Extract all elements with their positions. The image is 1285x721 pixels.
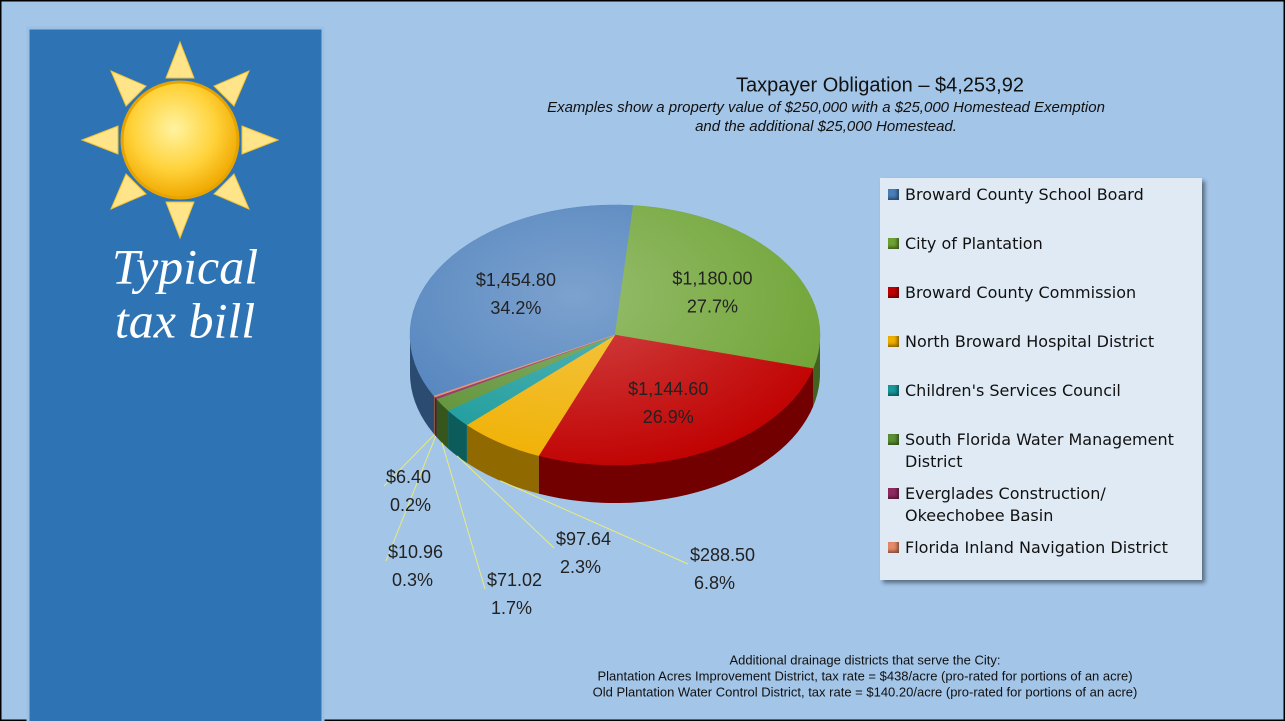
legend: Broward County School Board City of Plant… [880,178,1202,580]
chart-subtitle: Examples show a property value of $250,0… [547,99,1105,116]
legend-label: Broward County School Board [905,184,1144,206]
data-label: $6.40 [386,467,431,487]
slice-shade [434,396,435,435]
slide: Typical tax bill Taxpayer Obligation – $… [0,0,1285,721]
data-label: $1,180.00 [672,269,752,289]
data-label: $10.96 [388,542,443,562]
legend-swatch [888,336,899,347]
legend-label: South Florida Water Management District [905,429,1196,473]
legend-swatch [888,385,899,396]
data-label: $1,144.60 [628,379,708,399]
legend-entry: Broward County Commission [888,282,1196,331]
footnote: Plantation Acres Improvement District, t… [597,668,1132,683]
data-label: 26.9% [643,407,694,427]
data-label: $97.64 [556,529,611,549]
legend-swatch [888,488,899,499]
sidebar-title: tax bill [115,292,255,348]
data-label: $1,454.80 [476,270,556,290]
legend-entry: Everglades Construction/ Okeechobee Basi… [888,483,1196,537]
data-label: $71.02 [487,570,542,590]
legend-label: Broward County Commission [905,282,1136,304]
legend-entry: North Broward Hospital District [888,331,1196,380]
legend-swatch [888,434,899,445]
data-label: 2.3% [560,557,601,577]
legend-swatch [888,238,899,249]
chart-subtitle: and the additional $25,000 Homestead. [695,118,957,135]
sidebar-title: Typical [112,238,258,294]
legend-entry: Children's Services Council [888,380,1196,429]
legend-entry: South Florida Water Management District [888,429,1196,483]
legend-label: Florida Inland Navigation District [905,537,1168,559]
footnote: Old Plantation Water Control District, t… [593,684,1138,699]
footnote: Additional drainage districts that serve… [730,652,1001,667]
data-label: 34.2% [490,298,541,318]
legend-swatch [888,542,899,553]
data-label: $288.50 [690,545,755,565]
data-label: 27.7% [687,297,738,317]
legend-label: Children's Services Council [905,380,1121,402]
sun-icon [82,42,278,238]
slice-highlight [410,205,820,465]
legend-entry: City of Plantation [888,233,1196,282]
legend-entry: Broward County School Board [888,184,1196,233]
legend-label: City of Plantation [905,233,1043,255]
legend-swatch [888,189,899,200]
legend-entry: Florida Inland Navigation District [888,537,1196,586]
data-label: 1.7% [491,598,532,618]
legend-swatch [888,287,899,298]
data-label: 6.8% [694,573,735,593]
slice-shade [435,397,437,437]
chart-title: Taxpayer Obligation – $4,253,92 [736,74,1024,96]
data-label: 0.2% [390,495,431,515]
legend-label: North Broward Hospital District [905,331,1154,353]
data-label: 0.3% [392,570,433,590]
legend-label: Everglades Construction/ Okeechobee Basi… [905,483,1196,527]
